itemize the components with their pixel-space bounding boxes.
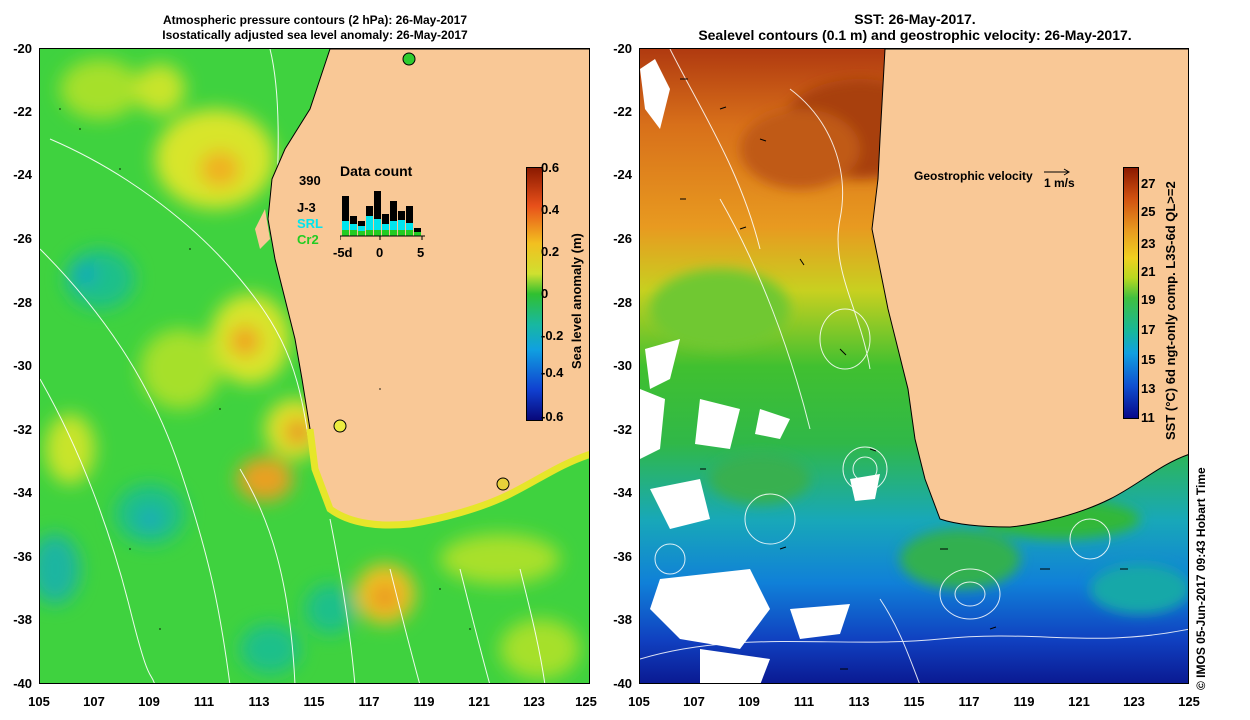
left-colorbar (526, 167, 543, 421)
left-xtick: 107 (83, 694, 105, 709)
left-xtick: 123 (523, 694, 545, 709)
right-cbar-tick: 25 (1141, 204, 1156, 219)
right-ytick: -32 (613, 422, 632, 437)
inset-xtick-5: 5 (417, 245, 425, 260)
right-colorbar (1123, 167, 1139, 419)
right-ytick: -36 (613, 549, 632, 564)
velocity-legend-label: Geostrophic velocity (914, 169, 1033, 183)
left-ytick: -36 (13, 549, 32, 564)
right-ytick: -20 (613, 41, 632, 56)
inset-bar-stack (342, 191, 421, 236)
right-title-line1: SST: 26-May-2017. (854, 11, 976, 27)
right-cbar-tick: 27 (1141, 176, 1156, 191)
right-cbar-tick: 15 (1141, 352, 1156, 367)
left-cbar-tick: 0.6 (541, 160, 560, 175)
right-xtick: 125 (1178, 694, 1200, 709)
left-title-line1: Atmospheric pressure contours (2 hPa): 2… (162, 13, 468, 27)
right-cbar-tick: 23 (1141, 236, 1156, 251)
left-cbar-tick: -0.4 (541, 365, 564, 380)
left-xtick: 109 (138, 694, 160, 709)
left-xtick: 121 (468, 694, 490, 709)
right-xtick: 115 (903, 694, 925, 709)
right-ytick: -22 (613, 104, 632, 119)
right-ytick: -26 (613, 231, 632, 246)
left-xtick: 105 (28, 694, 50, 709)
inset-mission-j3: J-3 (297, 200, 316, 215)
left-cbar-tick: 0.4 (541, 202, 560, 217)
left-title-line2: Isostatically adjusted sea level anomaly… (162, 28, 468, 42)
right-cbar-tick: 17 (1141, 322, 1156, 337)
right-cbar-tick: 13 (1141, 381, 1156, 396)
left-xtick: 113 (248, 694, 270, 709)
left-ytick: -32 (13, 422, 32, 437)
right-colorbar-label: SST (°C) 6d ngt-only comp. L3S-6d QL>=2 (1163, 181, 1178, 440)
right-ytick: -34 (613, 485, 632, 500)
left-panel-title: Atmospheric pressure contours (2 hPa): 2… (40, 13, 590, 43)
velocity-arrows (680, 78, 1128, 670)
imos-credit: © IMOS 05-Jun-2017 09:43 Hobart Time (1194, 467, 1208, 690)
left-ytick: -20 (13, 41, 32, 56)
station-marker (333, 419, 347, 433)
cloud-gaps (640, 59, 880, 683)
station-marker (496, 477, 510, 491)
station-marker (402, 52, 416, 66)
right-cbar-tick: 21 (1141, 264, 1156, 279)
left-xtick: 119 (413, 694, 435, 709)
left-xtick: 115 (303, 694, 325, 709)
left-ytick: -26 (13, 231, 32, 246)
right-ytick: -30 (613, 358, 632, 373)
left-map-svg (40, 49, 589, 683)
left-xtick: 117 (358, 694, 380, 709)
right-xtick: 113 (848, 694, 870, 709)
right-xtick: 107 (683, 694, 705, 709)
left-ytick: -30 (13, 358, 32, 373)
data-count-inset: Data count 390 J-3 SRL Cr2 -5d 0 (295, 161, 445, 271)
inset-xtick-0: 0 (376, 245, 384, 260)
right-xtick: 123 (1123, 694, 1145, 709)
right-ytick: -38 (613, 612, 632, 627)
right-xtick: 117 (958, 694, 980, 709)
left-ytick: -34 (13, 485, 32, 500)
left-xtick: 125 (575, 694, 597, 709)
left-dots (59, 108, 471, 630)
left-cbar-tick: -0.2 (541, 328, 564, 343)
right-xtick: 105 (628, 694, 650, 709)
right-map-svg (640, 49, 1188, 683)
left-colorbar-label: Sea level anomaly (m) (569, 233, 584, 369)
inset-max-count: 390 (299, 173, 321, 188)
left-ytick: -22 (13, 104, 32, 119)
left-ytick: -38 (13, 612, 32, 627)
velocity-scale-label: 1 m/s (1044, 176, 1075, 190)
right-xtick: 109 (738, 694, 760, 709)
right-cbar-tick: 19 (1141, 292, 1156, 307)
left-cbar-tick: 0 (541, 286, 549, 301)
right-xtick: 121 (1068, 694, 1090, 709)
left-xtick: 111 (193, 694, 215, 709)
left-ytick: -24 (13, 167, 32, 182)
inset-mission-srl: SRL (297, 216, 323, 231)
inset-mission-cr2: Cr2 (297, 232, 319, 247)
right-xtick: 119 (1013, 694, 1035, 709)
velocity-legend-arrow (1044, 168, 1070, 176)
left-cbar-tick: -0.6 (541, 409, 564, 424)
right-ytick: -40 (613, 676, 632, 691)
inset-title: Data count (340, 163, 413, 179)
right-cbar-tick: 11 (1141, 410, 1155, 425)
right-ytick: -28 (613, 295, 632, 310)
inset-xtick-neg5: -5d (333, 245, 353, 260)
left-ytick: -40 (13, 676, 32, 691)
right-map: Geostrophic velocity 1 m/s (639, 48, 1189, 684)
right-panel-title: SST: 26-May-2017. Sealevel contours (0.1… (640, 11, 1190, 43)
left-ytick: -28 (13, 295, 32, 310)
right-title-line2: Sealevel contours (0.1 m) and geostrophi… (698, 27, 1132, 43)
left-cbar-tick: 0.2 (541, 244, 560, 259)
left-map: Data count 390 J-3 SRL Cr2 -5d 0 (39, 48, 590, 684)
right-ytick: -24 (613, 167, 632, 182)
inset-bars (340, 191, 425, 240)
right-xtick: 111 (793, 694, 815, 709)
